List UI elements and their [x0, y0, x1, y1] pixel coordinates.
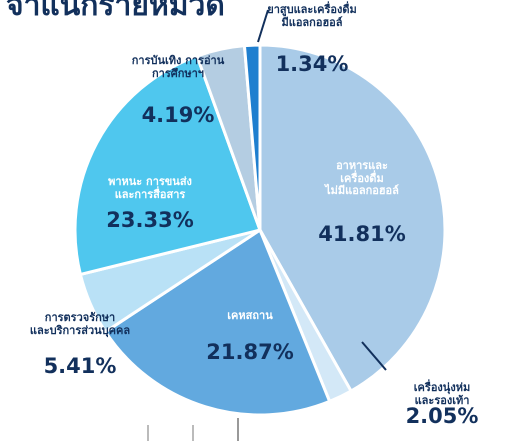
value-label: 4.19%	[141, 103, 215, 127]
chart-title: จำแนกรายหมวด	[6, 0, 225, 23]
value-label: 5.41%	[43, 354, 117, 378]
slice	[258, 43, 447, 394]
slice-name: เครื่องนุ่งห่มและรองเท้า	[413, 381, 471, 407]
value-label: 2.05%	[405, 404, 479, 428]
slice-name: อาหารและ เครื่องดื่ม ไม่มีแอลกอฮอล์	[325, 159, 399, 198]
value-label: 1.34%	[275, 52, 349, 76]
leader-line	[361, 341, 387, 371]
value-label: 41.81%	[318, 222, 406, 246]
slice-name: ยาสูบและเครื่องดื่ม มีแอลกอฮอล์	[267, 3, 357, 29]
leader-line	[257, 9, 269, 43]
slice	[73, 54, 262, 277]
value-label: 21.87%	[206, 340, 294, 364]
slice-name: เคหสถาน	[227, 309, 273, 322]
slice-name: การตรวจรักษา และบริการส่วนบุคคล	[29, 311, 131, 337]
value-label: 23.33%	[106, 208, 194, 232]
slice	[242, 43, 262, 231]
slice-name: การบันเทิง การอ่าน การศึกษาฯ	[131, 54, 225, 80]
slices	[73, 43, 447, 417]
slice	[103, 227, 332, 417]
slice-name: พาหนะ การขนส่ง และการสื่อสาร	[108, 175, 192, 201]
